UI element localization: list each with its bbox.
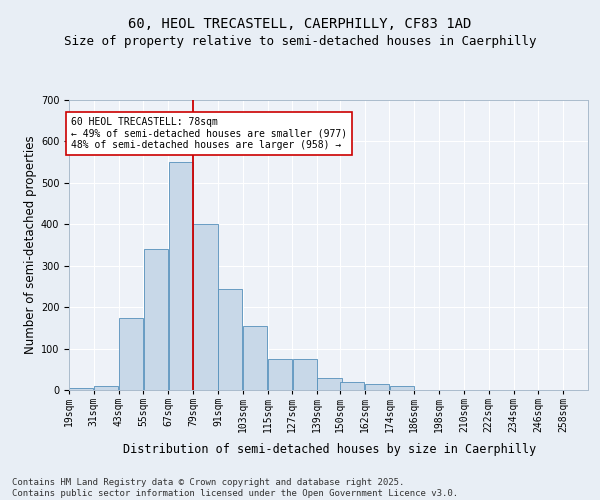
Text: 60, HEOL TRECASTELL, CAERPHILLY, CF83 1AD: 60, HEOL TRECASTELL, CAERPHILLY, CF83 1A… [128, 18, 472, 32]
Bar [317, 378, 341, 390]
Bar [218, 288, 242, 390]
Bar [340, 382, 364, 390]
Bar [390, 386, 414, 390]
Bar [94, 386, 118, 390]
Y-axis label: Number of semi-detached properties: Number of semi-detached properties [23, 136, 37, 354]
Bar [365, 384, 389, 390]
Bar [70, 388, 94, 390]
Bar [119, 318, 143, 390]
Text: Contains HM Land Registry data © Crown copyright and database right 2025.
Contai: Contains HM Land Registry data © Crown c… [12, 478, 458, 498]
Text: 60 HEOL TRECASTELL: 78sqm
← 49% of semi-detached houses are smaller (977)
48% of: 60 HEOL TRECASTELL: 78sqm ← 49% of semi-… [71, 116, 347, 150]
Text: Distribution of semi-detached houses by size in Caerphilly: Distribution of semi-detached houses by … [124, 442, 536, 456]
Bar [144, 249, 168, 390]
Bar [268, 359, 292, 390]
Text: Size of property relative to semi-detached houses in Caerphilly: Size of property relative to semi-detach… [64, 35, 536, 48]
Bar [169, 162, 193, 390]
Bar [293, 359, 317, 390]
Bar [193, 224, 218, 390]
Bar [243, 326, 267, 390]
